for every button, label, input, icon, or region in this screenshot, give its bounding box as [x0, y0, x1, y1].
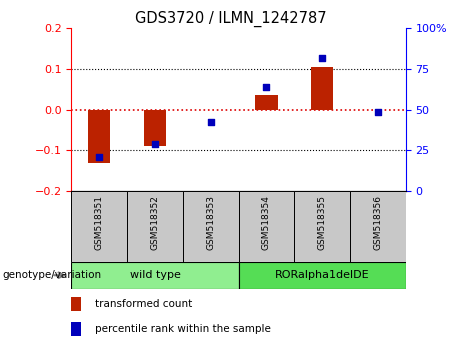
Text: transformed count: transformed count — [95, 299, 192, 309]
Bar — [71, 262, 239, 289]
Text: GSM518354: GSM518354 — [262, 195, 271, 250]
Point — [95, 154, 103, 159]
Point — [319, 55, 326, 61]
Text: GSM518353: GSM518353 — [206, 195, 215, 250]
Text: GSM518356: GSM518356 — [373, 195, 382, 250]
Bar — [183, 191, 238, 262]
Bar — [127, 191, 183, 262]
Point — [374, 109, 382, 115]
Text: GSM518355: GSM518355 — [318, 195, 327, 250]
Point — [263, 84, 270, 89]
Bar — [239, 262, 406, 289]
Text: GSM518351: GSM518351 — [95, 195, 104, 250]
Point — [207, 119, 214, 125]
Text: RORalpha1delDE: RORalpha1delDE — [275, 270, 369, 280]
Text: wild type: wild type — [130, 270, 180, 280]
Bar — [71, 191, 127, 262]
Bar — [311, 67, 333, 110]
Bar — [71, 322, 82, 336]
Bar — [71, 297, 82, 311]
Bar — [239, 191, 294, 262]
Bar — [350, 191, 406, 262]
Point — [151, 142, 159, 147]
Bar — [294, 191, 350, 262]
Bar — [255, 96, 278, 110]
Text: percentile rank within the sample: percentile rank within the sample — [95, 324, 271, 334]
Text: GDS3720 / ILMN_1242787: GDS3720 / ILMN_1242787 — [135, 11, 326, 27]
Text: genotype/variation: genotype/variation — [2, 270, 101, 280]
Bar — [144, 110, 166, 147]
Bar — [88, 110, 111, 163]
Text: GSM518352: GSM518352 — [150, 195, 160, 250]
